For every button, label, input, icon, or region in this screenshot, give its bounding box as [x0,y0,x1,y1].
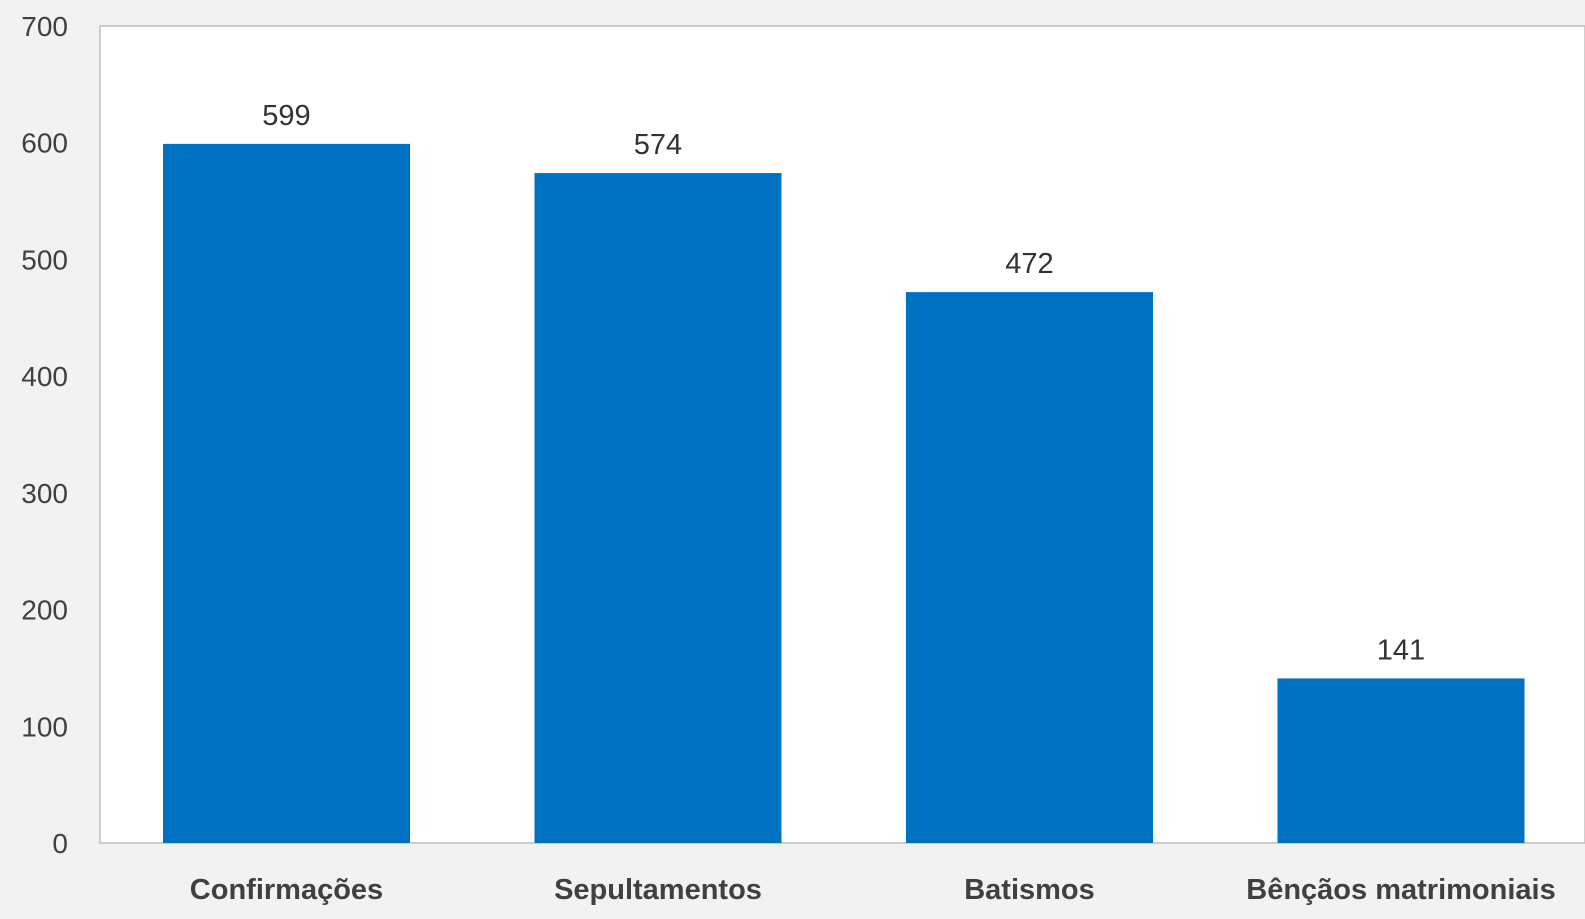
y-tick-label: 300 [21,478,68,509]
y-tick-label: 700 [21,11,68,42]
x-category-label: Batismos [964,874,1095,906]
x-category-label: Bênçãos matrimoniais [1246,874,1555,906]
x-category-label: Sepultamentos [554,874,762,906]
y-tick-label: 200 [21,595,68,626]
data-label: 574 [634,129,682,161]
y-axis: 0 100 200 300 400 500 600 700 [21,11,68,859]
data-labels: 599 574 472 141 [262,100,1425,667]
x-axis: Confirmações Sepultamentos Batismos Bênçãos… [190,874,1556,906]
data-label: 472 [1005,248,1053,280]
bar [1277,678,1525,843]
data-label: 141 [1377,634,1425,666]
y-tick-label: 100 [21,711,68,742]
data-label: 599 [262,100,310,132]
x-category-label: Confirmações [190,874,383,906]
y-tick-label: 0 [52,828,68,859]
y-tick-label: 500 [21,244,68,275]
bar [163,143,410,844]
bar [534,173,782,843]
bar-series [163,143,1525,844]
y-tick-label: 400 [21,361,68,392]
bar [906,292,1153,843]
y-tick-label: 600 [21,128,68,159]
